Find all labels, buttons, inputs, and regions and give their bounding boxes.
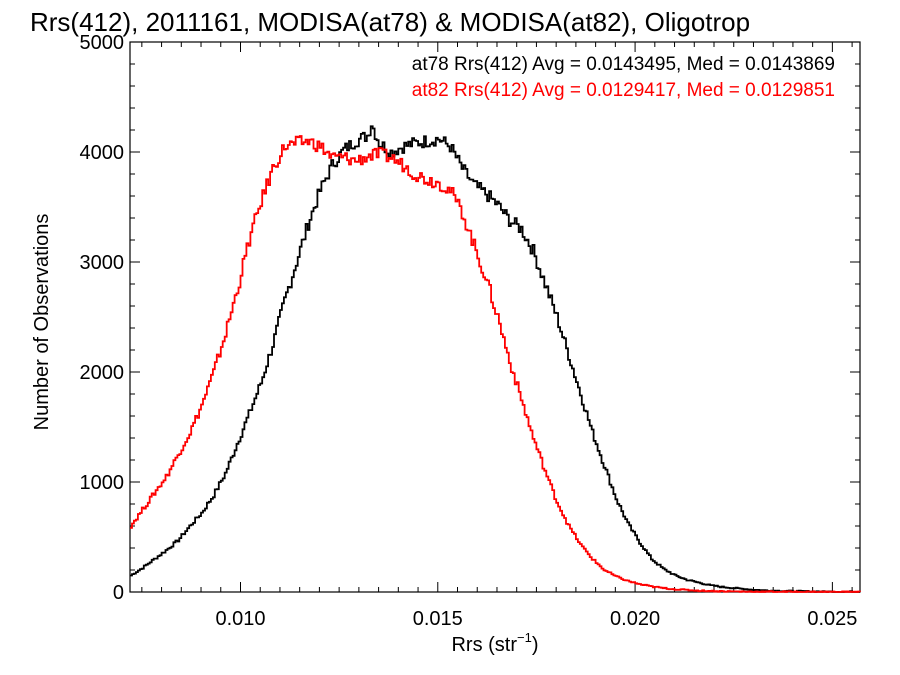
y-tick-label: 2000 (80, 362, 125, 384)
y-axis-label: Number of Observations (31, 214, 53, 431)
plot-border (129, 41, 861, 593)
x-axis-ticks: 0.010 0.015 0.020 0.025 (141, 42, 857, 630)
series-line-at82 (130, 135, 861, 593)
x-tick-label: 0.015 (413, 608, 463, 630)
x-axis-label-superscript: −1 (517, 630, 532, 645)
chart-title: Rrs(412), 2011161, MODISA(at78) & MODISA… (30, 7, 750, 37)
series-stat-at78: at78 Rrs(412) Avg = 0.0143495, Med = 0.0… (412, 54, 835, 75)
x-tick-label: 0.010 (215, 608, 265, 630)
series-layer (130, 125, 861, 593)
y-tick-label: 5000 (80, 32, 125, 54)
x-tick-label: 0.020 (610, 608, 660, 630)
y-tick-label: 1000 (80, 472, 125, 494)
y-axis-ticks: 0 1000 2000 3000 4000 5000 (80, 32, 860, 604)
stats-annotations: at78 Rrs(412) Avg = 0.0143495, Med = 0.0… (412, 54, 835, 101)
series-stat-at82: at82 Rrs(412) Avg = 0.0129417, Med = 0.0… (412, 80, 835, 101)
y-tick-label: 4000 (80, 142, 125, 164)
series-line-at78 (130, 125, 860, 593)
y-tick-label: 3000 (80, 252, 125, 274)
plot-frame (129, 41, 861, 593)
x-axis-label: Rrs (str−1) (451, 630, 538, 656)
x-tick-label: 0.025 (807, 608, 857, 630)
y-tick-label: 0 (113, 582, 124, 604)
